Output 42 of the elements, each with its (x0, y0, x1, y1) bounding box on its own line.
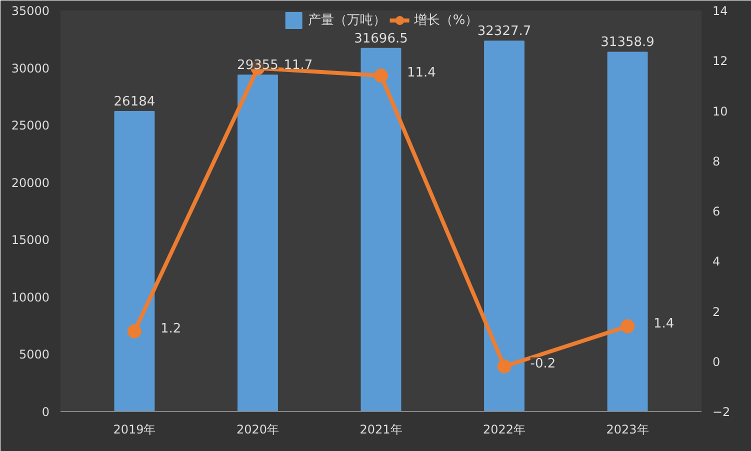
data-label: 11.7 (284, 58, 313, 74)
y-tick-label: 25000 (11, 118, 50, 133)
data-label: 31696.5 (354, 31, 408, 46)
y2-tick-label: 12 (712, 54, 728, 68)
legend-label: 增长（%） (414, 12, 478, 28)
data-label: 32327.7 (477, 24, 532, 40)
y-tick-label: 10000 (11, 290, 50, 304)
bar (607, 52, 648, 412)
data-label: 1.4 (654, 316, 674, 332)
data-label: -0.2 (530, 356, 556, 372)
y-tick-label: 30000 (11, 61, 50, 76)
y2-tick-label: 8 (712, 154, 720, 168)
y2-tick-label: 4 (712, 254, 720, 269)
point (620, 319, 635, 334)
data-label: 11.4 (407, 66, 436, 81)
y-tick-label: 0 (42, 405, 50, 419)
bar (238, 74, 278, 412)
y2-tick-label: −2 (712, 405, 730, 419)
x-tick-label: 2023年 (606, 422, 649, 436)
x-tick-label: 2021年 (360, 422, 402, 436)
x-tick-label: 2022年 (483, 422, 526, 436)
y2-tick-label: 6 (712, 204, 720, 218)
y-tick-label: 5000 (18, 348, 50, 362)
y-tick-label: 15000 (11, 233, 50, 248)
data-label: 1.2 (160, 321, 182, 336)
data-label: 31358.9 (600, 35, 654, 50)
y2-tick-label: 10 (712, 104, 728, 118)
y-tick-label: 20000 (11, 176, 50, 190)
x-tick-label: 2020年 (236, 422, 280, 436)
bar (484, 40, 524, 412)
point (374, 68, 388, 83)
y2-tick-label: 2 (712, 304, 720, 319)
x-tick-label: 2019年 (113, 422, 156, 436)
legend-label: 产量（万吨） (308, 12, 386, 29)
bar (360, 48, 402, 412)
y-tick-label: 35000 (11, 4, 50, 18)
y2-tick-label: 14 (712, 4, 728, 18)
point (127, 324, 142, 338)
bar (114, 111, 155, 412)
point (497, 359, 512, 374)
y2-tick-label: 0 (712, 354, 720, 369)
data-label: 26184 (114, 94, 156, 110)
